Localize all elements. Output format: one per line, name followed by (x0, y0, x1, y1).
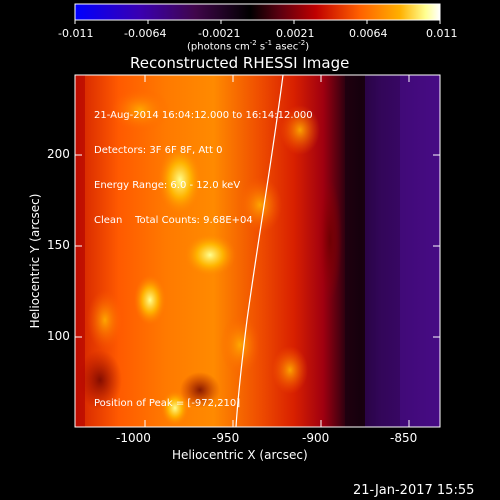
x-axis-label: Heliocentric X (arcsec) (172, 448, 308, 462)
colorbar-unit-label: (photons cm-2 s-1 asec-2) (187, 39, 310, 53)
render-date: 21-Jan-2017 15:55 (353, 483, 475, 498)
colorbar-tick-label: -0.0064 (124, 27, 167, 40)
image-title: Reconstructed RHESSI Image (130, 54, 350, 72)
y-tick-label: 100 (47, 329, 70, 343)
y-tick-label: 150 (47, 238, 70, 252)
x-tick-label: -950 (212, 431, 240, 445)
solar-limb-line (235, 75, 284, 427)
observation-info: 21-Aug-2014 16:04:12.000 to 16:14:12.000… (94, 87, 313, 238)
colorbar-tick-label: 0.011 (426, 27, 458, 40)
x-tick-label: -850 (390, 431, 418, 445)
colorbar (74, 3, 441, 24)
info-line-energy: Energy Range: 6.0 - 12.0 keV (94, 179, 241, 191)
colorbar-gradient (75, 4, 440, 20)
y-axis-ticks (75, 154, 440, 338)
plot-frame (74, 74, 441, 428)
colorbar-ticks (74, 20, 441, 24)
y-tick-label: 200 (47, 147, 70, 161)
x-tick-label: -1000 (116, 431, 151, 445)
info-line-time: 21-Aug-2014 16:04:12.000 to 16:14:12.000 (94, 110, 313, 122)
image-raster (75, 75, 440, 427)
colorbar-tick-label: 0.0064 (349, 27, 388, 40)
colorbar-tick-label: -0.011 (58, 27, 94, 40)
colorbar-tick-label: 0.0021 (276, 27, 315, 40)
x-axis-ticks (144, 75, 410, 427)
x-tick-label: -900 (302, 431, 330, 445)
peak-position-label: Position of Peak = [-972,210] (94, 398, 241, 409)
y-axis-label: Heliocentric Y (arcsec) (28, 193, 42, 329)
info-line-detectors: Detectors: 3F 6F 8F, Att 0 (94, 144, 223, 156)
info-line-clean: Clean Total Counts: 9.68E+04 (94, 214, 253, 226)
colorbar-frame (74, 3, 441, 21)
colorbar-tick-label: -0.0021 (198, 27, 241, 40)
